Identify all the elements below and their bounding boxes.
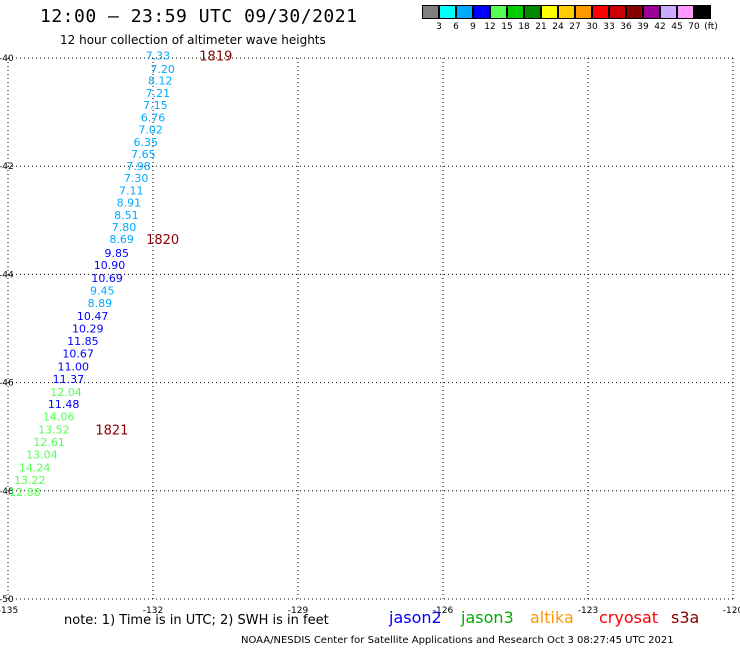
wave-height-label: 8.89 bbox=[88, 297, 113, 310]
wave-height-label: 10.47 bbox=[77, 310, 109, 323]
legend-swatch bbox=[592, 5, 609, 19]
satellite-legend-jason3: jason3 bbox=[461, 608, 514, 627]
legend-swatch bbox=[609, 5, 626, 19]
latitude-tick-label: -46 bbox=[0, 379, 14, 389]
legend-label: 42 bbox=[654, 22, 666, 32]
legend-swatch bbox=[643, 5, 660, 19]
wave-height-label: 7.11 bbox=[119, 185, 144, 198]
wave-height-label: 8.91 bbox=[117, 196, 142, 209]
legend-label: 12 bbox=[484, 22, 496, 32]
longitude-tick-label: -129 bbox=[288, 606, 309, 616]
latitude-tick-label: -44 bbox=[0, 270, 14, 280]
legend-swatch bbox=[439, 5, 456, 19]
credit-footer: NOAA/NESDIS Center for Satellite Applica… bbox=[241, 635, 674, 646]
wave-height-label: 14.24 bbox=[19, 462, 51, 475]
wave-height-label: 11.48 bbox=[48, 398, 80, 411]
latitude-tick-label: -48 bbox=[0, 487, 14, 497]
longitude-tick-label: -126 bbox=[433, 606, 454, 616]
wave-height-label: 12.61 bbox=[33, 436, 65, 449]
legend-swatch bbox=[490, 5, 507, 19]
satellite-legend-altika: altika bbox=[530, 608, 574, 627]
wave-height-label: 11.85 bbox=[67, 335, 99, 348]
legend-label: 45 bbox=[671, 22, 683, 32]
wave-height-label: 6.35 bbox=[134, 136, 159, 149]
wave-height-label: 7.65 bbox=[131, 148, 156, 161]
time-label: 1821 bbox=[95, 424, 128, 439]
satellite-legend-jason2: jason2 bbox=[389, 608, 442, 627]
legend-label: 36 bbox=[620, 22, 632, 32]
wave-height-label: 10.29 bbox=[72, 323, 104, 336]
wave-height-label: 10.67 bbox=[62, 347, 94, 360]
wave-height-label: 7.15 bbox=[143, 99, 168, 112]
legend-swatch bbox=[541, 5, 558, 19]
time-label: 1820 bbox=[146, 233, 179, 248]
legend-label: 33 bbox=[603, 22, 615, 32]
legend-label: 9 bbox=[470, 22, 476, 32]
legend-swatch bbox=[660, 5, 677, 19]
legend-label: 27 bbox=[569, 22, 581, 32]
wave-height-label: 14.06 bbox=[43, 411, 75, 424]
longitude-tick-label: -132 bbox=[143, 606, 163, 616]
wave-height-label: 12.04 bbox=[50, 386, 82, 399]
legend-swatch bbox=[558, 5, 575, 19]
map-title: 12:00 — 23:59 UTC 09/30/2021 bbox=[40, 6, 358, 27]
wave-height-label: 9.85 bbox=[105, 247, 130, 260]
legend-swatch bbox=[456, 5, 473, 19]
legend-label: 15 bbox=[501, 22, 513, 32]
legend-label: 3 bbox=[436, 22, 442, 32]
legend-swatch bbox=[473, 5, 490, 19]
wave-height-label: 7.98 bbox=[126, 160, 151, 173]
wave-height-label: 10.90 bbox=[94, 259, 126, 272]
legend-label: 70 bbox=[688, 22, 700, 32]
wave-height-label: 11.00 bbox=[58, 360, 90, 373]
legend-swatch bbox=[677, 5, 694, 19]
legend-label: 18 bbox=[518, 22, 530, 32]
wave-height-label: 8.51 bbox=[114, 209, 139, 222]
wave-height-label: 12.88 bbox=[9, 486, 41, 499]
legend-swatch bbox=[575, 5, 592, 19]
time-label: 1819 bbox=[199, 49, 232, 64]
wave-height-label: 13.22 bbox=[14, 474, 46, 487]
wave-height-label: 7.02 bbox=[138, 123, 163, 136]
map-subtitle: 12 hour collection of altimeter wave hei… bbox=[60, 33, 326, 47]
legend-swatch bbox=[626, 5, 643, 19]
wave-height-label: 8.12 bbox=[148, 75, 173, 88]
wave-height-label: 13.52 bbox=[38, 424, 70, 437]
longitude-tick-label: -123 bbox=[578, 606, 598, 616]
latitude-tick-label: -42 bbox=[0, 162, 14, 172]
legend-swatch bbox=[694, 5, 711, 19]
wave-height-label: 7.30 bbox=[124, 172, 149, 185]
legend-label: 6 bbox=[453, 22, 459, 32]
legend-swatch bbox=[507, 5, 524, 19]
longitude-tick-label: -135 bbox=[0, 606, 18, 616]
units-note: note: 1) Time is in UTC; 2) SWH is in fe… bbox=[64, 613, 329, 628]
legend-swatch bbox=[524, 5, 541, 19]
latitude-tick-label: -50 bbox=[0, 595, 14, 605]
wave-height-label: 11.37 bbox=[53, 373, 85, 386]
longitude-tick-label: -120 bbox=[723, 606, 740, 616]
wave-height-label: 9.45 bbox=[90, 285, 115, 298]
wave-height-label: 7.80 bbox=[112, 221, 137, 234]
legend-label: 21 bbox=[535, 22, 547, 32]
satellite-legend-cryosat: cryosat bbox=[599, 608, 659, 627]
wave-height-label: 6.76 bbox=[141, 112, 166, 125]
legend-label: (ft) bbox=[704, 22, 718, 32]
wave-height-label: 10.69 bbox=[91, 272, 123, 285]
wave-height-label: 13.04 bbox=[26, 449, 58, 462]
legend-label: 39 bbox=[637, 22, 649, 32]
legend-label: 30 bbox=[586, 22, 598, 32]
legend-label: 24 bbox=[552, 22, 564, 32]
wave-height-label: 8.69 bbox=[109, 233, 134, 246]
legend-swatch bbox=[422, 5, 439, 19]
wave-height-label: 7.21 bbox=[146, 87, 171, 100]
latitude-tick-label: -40 bbox=[0, 54, 14, 64]
satellite-legend-s3a: s3a bbox=[671, 608, 700, 627]
wave-height-label: 7.20 bbox=[150, 63, 175, 76]
wave-height-label: 7.33 bbox=[146, 49, 171, 62]
